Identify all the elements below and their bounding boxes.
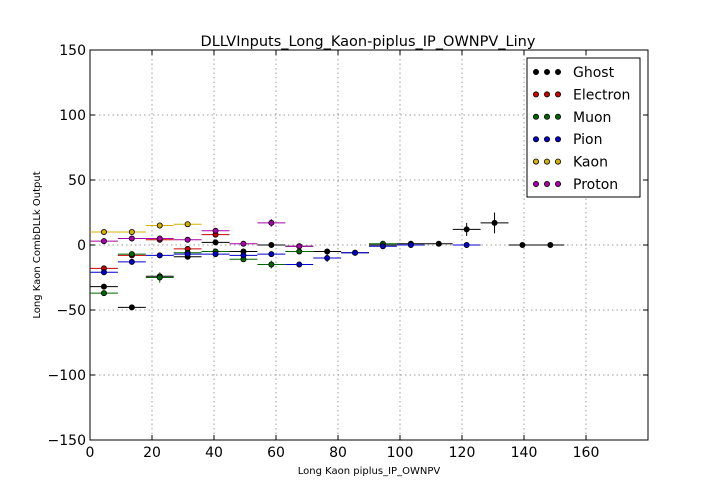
legend-entry-label: Kaon — [573, 155, 608, 171]
legend-entry-label: Ghost — [573, 65, 615, 81]
data-point — [324, 254, 331, 261]
data-point — [156, 222, 163, 229]
series-pion — [90, 241, 481, 276]
data-series — [90, 212, 565, 311]
data-point — [240, 240, 247, 247]
legend-marker — [533, 69, 540, 76]
data-point — [156, 235, 163, 242]
data-point — [240, 252, 247, 259]
legend-box — [526, 57, 641, 198]
legend-marker — [544, 91, 551, 98]
data-point — [352, 249, 359, 256]
data-point — [212, 239, 219, 246]
data-point — [184, 236, 191, 243]
data-point — [268, 251, 275, 258]
legend-entry-label: Pion — [573, 132, 602, 148]
data-point — [379, 243, 386, 250]
legend-marker — [544, 158, 551, 165]
data-point — [296, 261, 303, 268]
legend-marker — [544, 180, 551, 187]
x-tick-label: 100 — [387, 445, 414, 461]
legend-marker — [533, 113, 540, 120]
x-tick-label: 160 — [573, 445, 600, 461]
data-point — [100, 283, 107, 290]
x-tick-label: 20 — [143, 445, 161, 461]
data-point — [463, 226, 470, 233]
axis-ticks: 0 20 40 60 80 100 120 140 160 150 100 50 0 −50 −100 −15… — [48, 43, 648, 461]
data-point — [268, 219, 275, 226]
data-point — [212, 251, 219, 258]
data-point — [212, 227, 219, 234]
data-point — [100, 238, 107, 245]
legend-marker — [555, 158, 562, 165]
legend-marker — [533, 158, 540, 165]
y-tick-label: 150 — [59, 43, 86, 59]
data-point — [463, 241, 470, 248]
data-point — [519, 241, 526, 248]
data-point — [547, 241, 554, 248]
legend-marker — [533, 180, 540, 187]
x-tick-label: 80 — [329, 445, 347, 461]
data-point — [268, 261, 275, 268]
legend-marker — [555, 113, 562, 120]
x-tick-label: 60 — [267, 445, 285, 461]
x-tick-label: 120 — [449, 445, 476, 461]
data-point — [156, 252, 163, 259]
legend: Ghost Electron Muon Pion Kaon Proton — [526, 57, 641, 198]
x-tick-label: 0 — [86, 445, 95, 461]
data-point — [100, 228, 107, 235]
legend-marker — [533, 136, 540, 143]
y-axis-label: Long Kaon CombDLLk Output — [32, 171, 43, 318]
x-tick-label: 140 — [511, 445, 538, 461]
legend-marker — [544, 69, 551, 76]
y-tick-label: 50 — [68, 173, 86, 189]
y-tick-label: −150 — [48, 433, 86, 449]
x-axis-label: Long Kaon piplus_IP_OWNPV — [298, 466, 441, 477]
series-proton — [90, 219, 314, 250]
y-tick-label: 0 — [77, 238, 86, 254]
y-tick-label: −50 — [56, 303, 86, 319]
y-tick-label: −100 — [48, 368, 86, 384]
legend-marker — [544, 113, 551, 120]
data-point — [128, 235, 135, 242]
data-point — [268, 241, 275, 248]
data-point — [491, 219, 498, 226]
data-point — [324, 248, 331, 255]
data-point — [156, 274, 163, 281]
legend-entry-label: Muon — [573, 110, 611, 126]
data-point — [407, 241, 414, 248]
series-kaon — [90, 221, 202, 235]
legend-marker — [555, 69, 562, 76]
data-point — [184, 221, 191, 228]
legend-entry-label: Proton — [573, 177, 618, 193]
data-point — [435, 240, 442, 247]
legend-marker — [533, 91, 540, 98]
data-point — [184, 251, 191, 258]
legend-marker — [555, 180, 562, 187]
legend-marker — [544, 136, 551, 143]
data-point — [128, 304, 135, 311]
legend-entry-label: Electron — [573, 87, 630, 103]
legend-marker — [555, 91, 562, 98]
data-point — [100, 290, 107, 297]
data-point — [296, 248, 303, 255]
chart-title: DLLVInputs_Long_Kaon-piplus_IP_OWNPV_Lin… — [201, 34, 536, 50]
data-point — [100, 269, 107, 276]
data-point — [128, 228, 135, 235]
y-tick-label: 100 — [59, 108, 86, 124]
data-point — [128, 258, 135, 265]
x-tick-label: 40 — [205, 445, 223, 461]
legend-marker — [555, 136, 562, 143]
data-point — [128, 251, 135, 258]
data-point — [296, 243, 303, 250]
